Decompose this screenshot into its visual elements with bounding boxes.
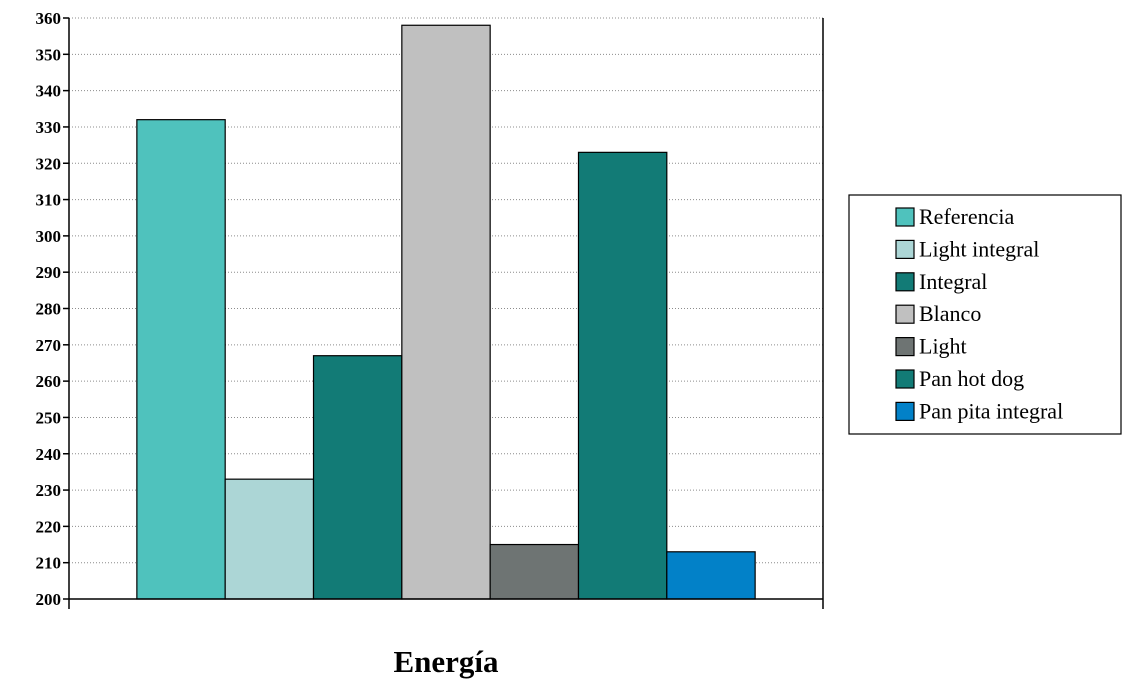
legend-swatch — [895, 337, 915, 357]
bar-pan-pita-integral — [666, 551, 756, 600]
y-tick-label: 210 — [36, 554, 62, 573]
y-tick-label: 310 — [36, 191, 62, 210]
legend-label: Light integral — [919, 236, 1039, 261]
legend-label: Pan hot dog — [919, 366, 1024, 391]
bar-light — [489, 543, 580, 600]
y-tick-label: 320 — [36, 154, 62, 173]
bar-light-integral — [224, 478, 315, 600]
legend-item-referencia: Referencia — [895, 204, 1014, 229]
legend-label: Light — [919, 334, 967, 359]
legend-label: Referencia — [919, 204, 1014, 229]
legend-label: Pan pita integral — [919, 398, 1063, 423]
y-tick-label: 270 — [36, 336, 62, 355]
y-tick-label: 200 — [36, 590, 62, 609]
y-tick-label: 240 — [36, 445, 62, 464]
category-label: Energía — [393, 644, 499, 679]
bar-pan-hot-dog — [577, 151, 668, 600]
y-tick-label: 280 — [36, 300, 62, 319]
legend-item-integral: Integral — [895, 269, 987, 294]
legend-label: Blanco — [919, 301, 981, 326]
y-tick-label: 230 — [36, 481, 62, 500]
bars — [136, 24, 756, 600]
legend-item-pan-hot-dog: Pan hot dog — [895, 366, 1024, 391]
legend-swatch — [895, 207, 915, 227]
y-tick-label: 330 — [36, 118, 62, 137]
legend-item-light: Light — [895, 334, 967, 359]
axes — [63, 17, 824, 609]
bar-integral — [312, 355, 403, 600]
legend-swatch — [895, 272, 915, 292]
y-tick-label: 220 — [36, 517, 62, 536]
legend-item-blanco: Blanco — [895, 301, 981, 326]
y-tick-label: 300 — [36, 227, 62, 246]
y-tick-label: 360 — [36, 9, 62, 28]
legend-swatch — [895, 304, 915, 324]
bar-blanco — [401, 24, 491, 600]
legend: Referencia Light integral Integral Blanco Li… — [848, 194, 1122, 435]
y-tick-label: 350 — [36, 45, 62, 64]
y-tick-label: 340 — [36, 82, 62, 101]
y-tick-label: 290 — [36, 263, 62, 282]
legend-item-pan-pita-integral: Pan pita integral — [895, 398, 1063, 423]
legend-label: Integral — [919, 269, 987, 294]
legend-swatch — [895, 239, 915, 259]
y-tick-label: 260 — [36, 372, 62, 391]
y-tick-labels: 200 210 220 230 240 250 260 270 280 290 300 310 320 3… — [36, 9, 62, 609]
legend-box — [848, 194, 1122, 435]
bar-referencia — [136, 119, 226, 600]
legend-swatch — [895, 369, 915, 389]
y-tick-label: 250 — [36, 408, 62, 427]
legend-swatch — [895, 401, 915, 421]
legend-item-light-integral: Light integral — [895, 236, 1039, 261]
